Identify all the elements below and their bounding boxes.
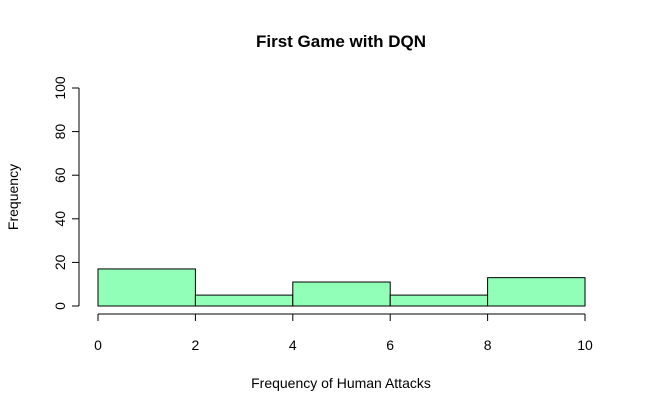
y-tick-label: 20 xyxy=(52,254,68,270)
x-tick-label: 6 xyxy=(386,337,394,353)
x-axis: 0 2 4 6 8 10 xyxy=(94,313,593,353)
histogram-bar xyxy=(97,268,196,307)
y-tick-label: 80 xyxy=(52,124,68,140)
y-tick-label: 0 xyxy=(52,302,68,310)
y-axis-label: Frequency xyxy=(5,164,21,230)
x-axis-label: Frequency of Human Attacks xyxy=(251,375,431,391)
y-tick-label: 40 xyxy=(52,211,68,227)
x-tick-label: 10 xyxy=(577,337,593,353)
histogram-bar xyxy=(389,294,489,307)
histogram-bar xyxy=(487,277,586,307)
y-tick-label: 100 xyxy=(52,76,68,100)
histogram-bar xyxy=(194,294,294,307)
x-tick-label: 8 xyxy=(484,337,492,353)
chart-title: First Game with DQN xyxy=(256,32,426,51)
x-tick-label: 2 xyxy=(192,337,200,353)
x-tick-label: 4 xyxy=(289,337,297,353)
histogram-bar xyxy=(292,281,391,307)
x-tick-label: 0 xyxy=(94,337,102,353)
y-axis: 0 20 40 60 80 100 xyxy=(52,76,80,310)
y-tick-label: 60 xyxy=(52,167,68,183)
bars-group xyxy=(97,268,586,307)
